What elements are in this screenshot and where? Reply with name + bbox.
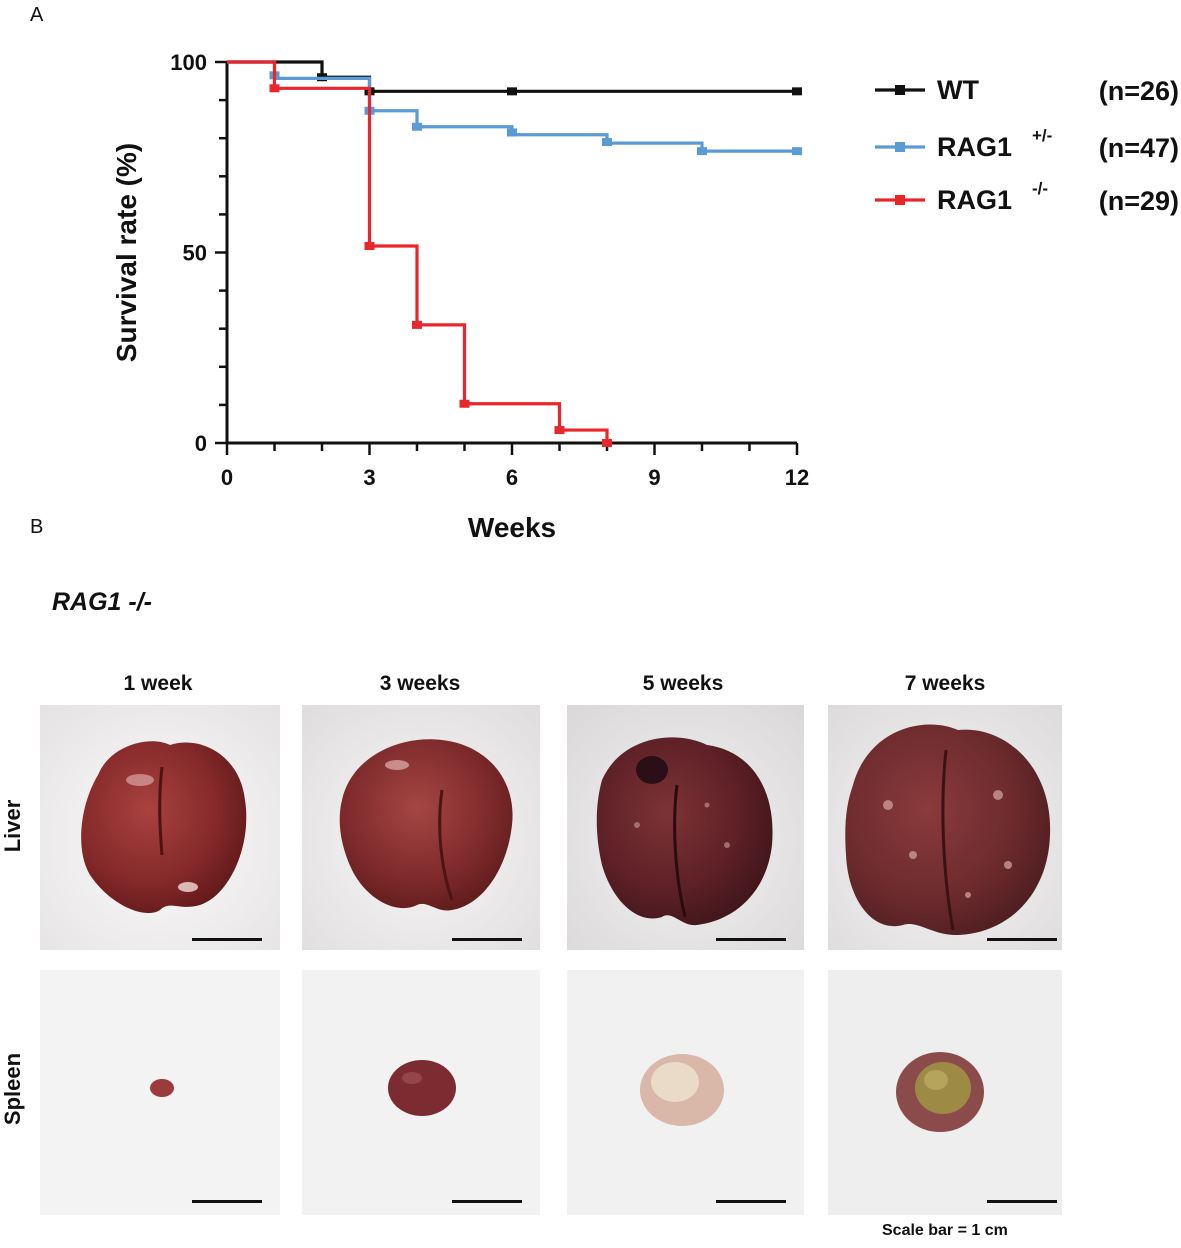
liver-photo-5-weeks: [567, 705, 804, 950]
liver-photo-7-weeks: [828, 705, 1062, 950]
spleen-photo-7-weeks: [828, 970, 1062, 1215]
legend-marker: [895, 195, 905, 205]
censor-mark: [412, 320, 422, 329]
x-tick-label: 0: [221, 465, 233, 490]
chart-axes: 0 50 100 0 3 6 9 12 Weeks Survival rate (%): [111, 50, 809, 543]
scale-bar: [452, 938, 522, 941]
legend-marker: [895, 85, 905, 95]
column-label-3-weeks: 3 weeks: [379, 672, 461, 695]
scale-bar: [452, 1200, 522, 1203]
censor-mark: [364, 242, 375, 251]
legend-label-superscript: +/-: [1032, 126, 1052, 145]
liver-photo-3-weeks: [302, 705, 540, 950]
genotype-title: RAG1 -/-: [52, 588, 152, 616]
legend-n-label: (n=26): [1099, 76, 1179, 106]
x-tick-label: 6: [506, 465, 518, 490]
panel-a-letter: A: [30, 4, 44, 26]
spleen-photo-1-week: [40, 970, 280, 1215]
censor-mark: [459, 399, 470, 408]
legend-label: WT: [937, 75, 979, 105]
legend-label: RAG1: [937, 132, 1012, 162]
scale-bar: [987, 938, 1057, 941]
scale-bar: [716, 1200, 786, 1203]
scale-bar: [192, 938, 262, 941]
y-tick-label: 50: [183, 241, 207, 266]
scale-bar: [716, 938, 786, 941]
scale-bar: [192, 1200, 262, 1203]
censor-mark: [697, 147, 707, 156]
censor-mark: [792, 87, 802, 96]
liver-photo-1-week: [40, 705, 280, 950]
panel-b-letter: B: [30, 516, 44, 538]
column-label-1-week: 1 week: [123, 672, 193, 695]
x-tick-label: 3: [363, 465, 375, 490]
spleen-photo-3-weeks: [302, 970, 540, 1215]
chart-series: [227, 60, 802, 447]
censor-mark: [602, 439, 612, 447]
censor-mark: [269, 84, 280, 93]
scale-bar: [987, 1200, 1057, 1203]
x-tick-label: 9: [648, 465, 660, 490]
x-axis-label: Weeks: [468, 512, 556, 543]
censor-mark: [554, 426, 565, 435]
censor-mark: [602, 138, 612, 147]
row-label-liver: Liver: [0, 799, 25, 853]
spleen-photo-5-weeks: [567, 970, 804, 1215]
column-label-7-weeks: 7 weeks: [904, 672, 986, 695]
y-axis-label: Survival rate (%): [111, 143, 142, 362]
row-label-spleen: Spleen: [0, 1052, 25, 1126]
censor-mark: [792, 147, 802, 156]
legend-marker: [895, 142, 905, 152]
scale-bar-note: Scale bar = 1 cm: [882, 1222, 1008, 1239]
censor-mark: [412, 122, 422, 131]
legend-n-label: (n=47): [1099, 133, 1179, 163]
y-tick-label: 0: [195, 431, 207, 456]
chart-legend: WT (n=26) RAG1 +/- (n=47) RAG1 -/- (n=29): [875, 75, 1179, 216]
column-label-5-weeks: 5 weeks: [642, 672, 724, 695]
legend-label: RAG1: [937, 185, 1012, 215]
legend-n-label: (n=29): [1099, 186, 1179, 216]
censor-mark: [507, 128, 517, 137]
y-tick-label: 100: [170, 50, 207, 75]
survival-chart: 0 50 100 0 3 6 9 12 Weeks Survival rate (%) WT (n=…: [111, 50, 1179, 543]
x-tick-label: 12: [785, 465, 809, 490]
survival-curve-1: [227, 60, 797, 153]
censor-mark: [507, 87, 517, 96]
legend-label-superscript: -/-: [1032, 179, 1048, 198]
